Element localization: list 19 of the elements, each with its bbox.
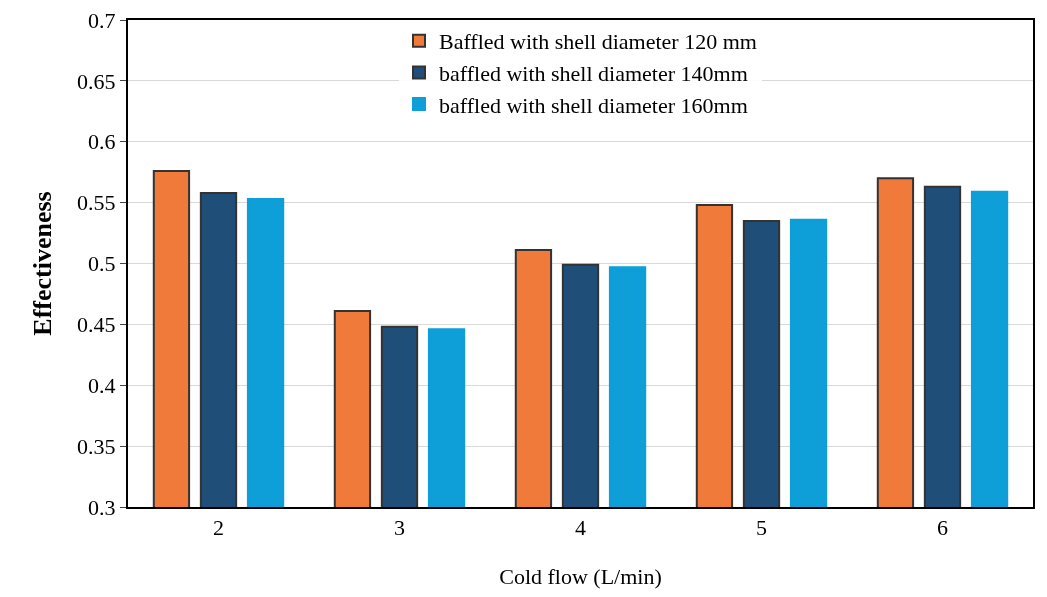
y-tick-label: 0.3 [88, 494, 116, 520]
x-tick-label: 5 [756, 515, 767, 541]
x-tick-label: 2 [213, 515, 224, 541]
y-tick-label: 0.7 [88, 7, 116, 33]
y-axis-title: Effectiveness [28, 191, 57, 336]
y-tick-label: 0.5 [88, 251, 116, 277]
legend-label: Baffled with shell diameter 120 mm [439, 29, 757, 55]
y-tick-label: 0.4 [88, 372, 116, 398]
x-tick-label: 3 [394, 515, 405, 541]
y-tick-label: 0.55 [77, 190, 116, 216]
x-tick-label: 4 [575, 515, 586, 541]
y-tick-label: 0.45 [77, 312, 116, 338]
legend-label: baffled with shell diameter 140mm [439, 60, 748, 86]
legend-label: baffled with shell diameter 160mm [439, 92, 748, 118]
y-tick-label: 0.35 [77, 433, 116, 459]
y-tick-label: 0.6 [88, 129, 116, 155]
y-tick-label: 0.65 [77, 68, 116, 94]
x-tick-label: 6 [937, 515, 948, 541]
x-axis-title: Cold flow (L/min) [499, 564, 662, 589]
